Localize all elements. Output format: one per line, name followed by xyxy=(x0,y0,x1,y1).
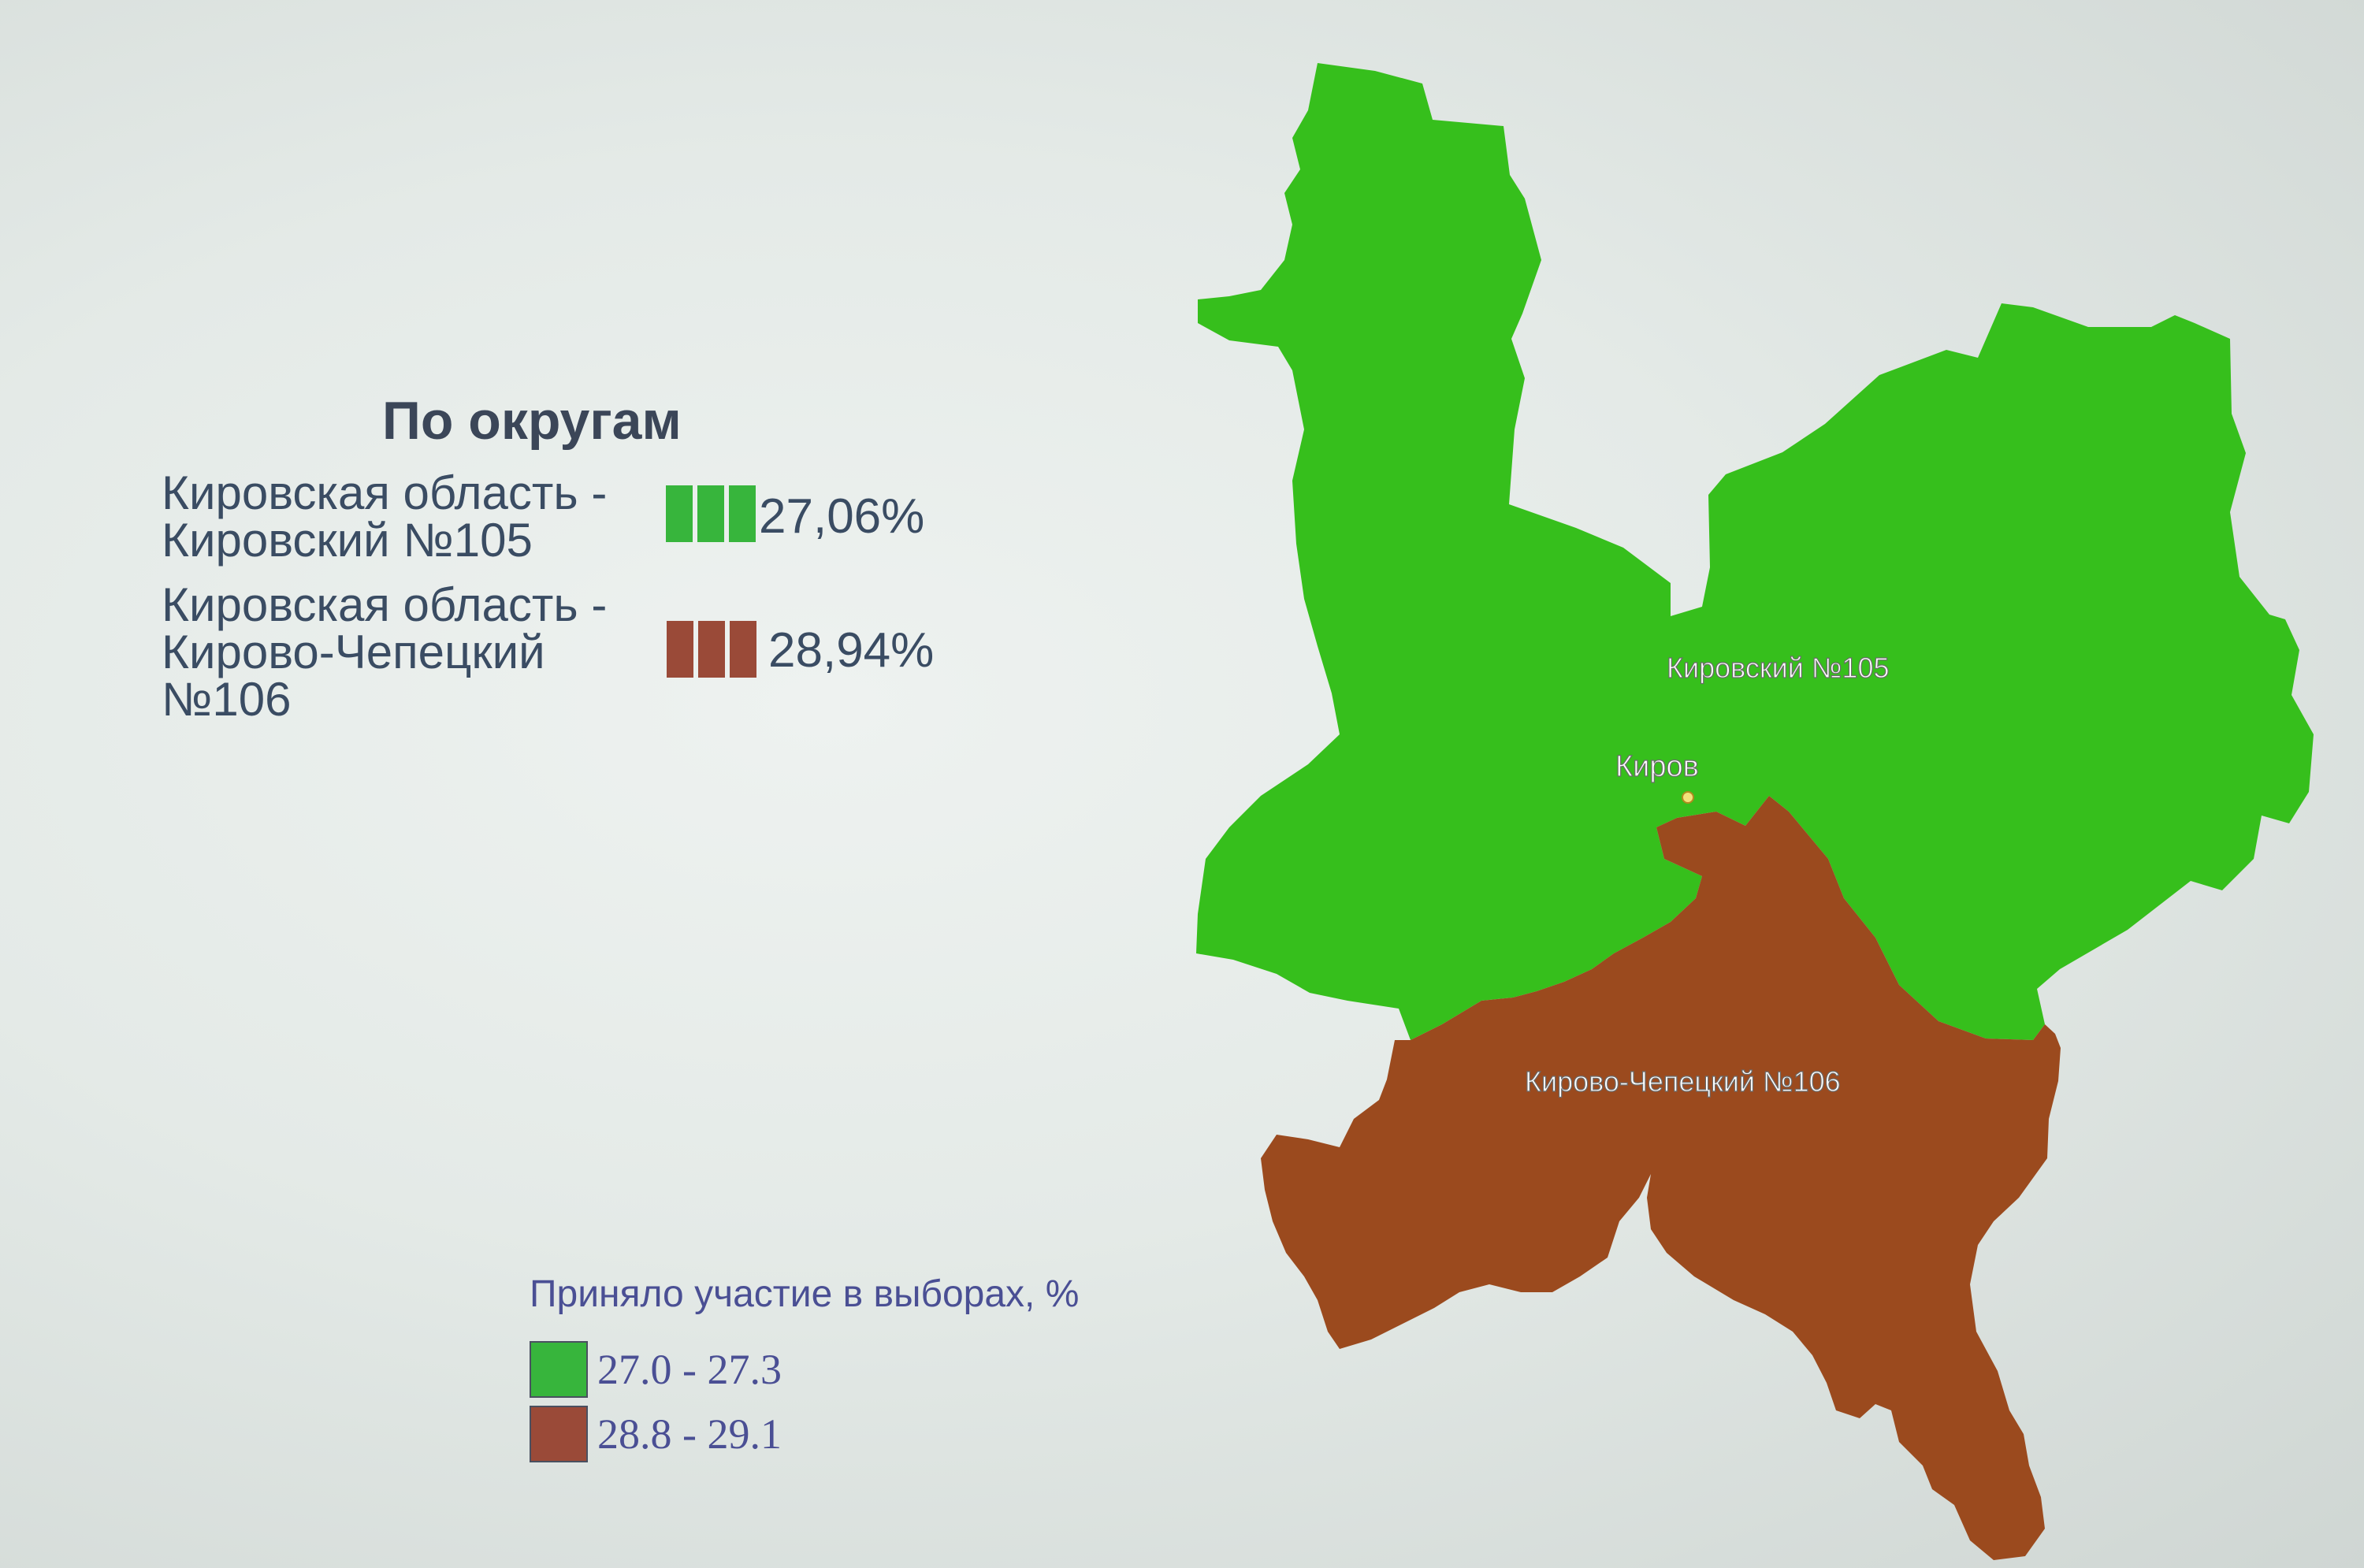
legend-item: 28.8 - 29.1 xyxy=(530,1404,1079,1464)
map-label-city: Киров xyxy=(1615,750,1699,783)
district-name-line: Кирово-Чепецкий xyxy=(162,626,545,678)
legend-range: 28.8 - 29.1 xyxy=(597,1410,782,1458)
legend-range: 27.0 - 27.3 xyxy=(597,1346,782,1393)
district-region-106[interactable] xyxy=(1261,796,2061,1560)
district-bar-glyph xyxy=(666,485,756,542)
city-marker xyxy=(1682,791,1694,804)
district-stat-label: Кировская область - Кирово-Чепецкий №106 xyxy=(162,581,666,723)
map-label-105: Кировский №105 xyxy=(1667,652,1890,684)
legend-swatch xyxy=(530,1341,588,1398)
district-percent: 28,94% xyxy=(768,623,935,678)
legend-title: Приняло участие в выборах, % xyxy=(530,1273,1080,1315)
district-name-line: Кировская область - xyxy=(162,578,608,631)
stats-title: По округам xyxy=(382,391,682,451)
bar-segment xyxy=(667,621,693,678)
legend-swatch xyxy=(530,1406,588,1462)
district-name-line: №106 xyxy=(162,673,292,726)
bar-segment xyxy=(698,621,725,678)
district-stat-label: Кировская область - Кировский №105 xyxy=(162,470,666,564)
legend-item: 27.0 - 27.3 xyxy=(530,1339,1079,1399)
district-region-105[interactable] xyxy=(1196,63,2314,1040)
district-name-line: Кировский №105 xyxy=(162,514,533,567)
bar-segment xyxy=(666,485,693,542)
bar-segment xyxy=(729,485,756,542)
district-bar-glyph xyxy=(667,621,756,678)
district-percent: 27,06% xyxy=(759,489,925,544)
bar-segment xyxy=(730,621,756,678)
map-legend: Приняло участие в выборах, % 27.0 - 27.3… xyxy=(530,1273,1079,1469)
district-name-line: Кировская область - xyxy=(162,466,608,519)
map-label-106: Кирово-Чепецкий №106 xyxy=(1525,1065,1841,1098)
bar-segment xyxy=(697,485,724,542)
